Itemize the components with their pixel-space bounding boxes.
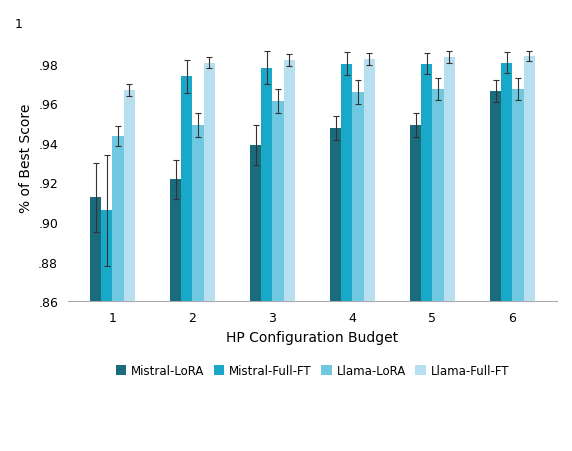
Bar bbox=[192, 126, 204, 451]
Bar bbox=[490, 92, 501, 451]
Bar bbox=[261, 69, 272, 451]
Text: 1: 1 bbox=[15, 18, 23, 31]
Bar bbox=[284, 60, 295, 451]
Bar bbox=[513, 90, 523, 451]
Bar bbox=[181, 77, 192, 451]
X-axis label: HP Configuration Budget: HP Configuration Budget bbox=[227, 330, 399, 344]
Bar bbox=[113, 137, 124, 451]
Bar bbox=[364, 60, 375, 451]
Y-axis label: % of Best Score: % of Best Score bbox=[18, 104, 33, 213]
Bar bbox=[421, 64, 432, 451]
Bar bbox=[410, 126, 421, 451]
Bar bbox=[204, 64, 215, 451]
Bar bbox=[272, 102, 284, 451]
Bar bbox=[523, 56, 535, 451]
Bar bbox=[432, 90, 443, 451]
Bar bbox=[170, 180, 181, 451]
Bar bbox=[501, 64, 513, 451]
Bar bbox=[443, 57, 455, 451]
Bar bbox=[352, 93, 364, 451]
Legend: Mistral-LoRA, Mistral-Full-FT, Llama-LoRA, Llama-Full-FT: Mistral-LoRA, Mistral-Full-FT, Llama-LoR… bbox=[111, 359, 514, 382]
Bar bbox=[250, 146, 261, 451]
Bar bbox=[124, 91, 135, 451]
Bar bbox=[90, 198, 101, 451]
Bar bbox=[101, 211, 113, 451]
Bar bbox=[341, 64, 352, 451]
Bar bbox=[330, 129, 341, 451]
